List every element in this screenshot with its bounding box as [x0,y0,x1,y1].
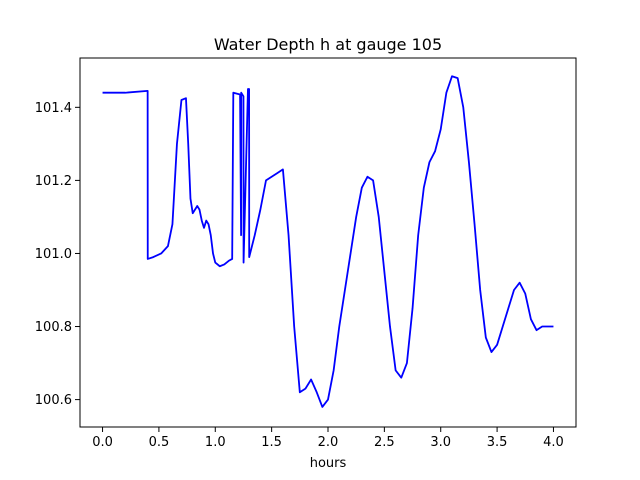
chart-title: Water Depth h at gauge 105 [214,35,442,54]
y-tick-label: 101.4 [35,101,72,116]
x-tick-label: 0.5 [149,435,170,450]
y-tick-label: 100.8 [35,320,72,335]
x-tick-label: 2.5 [374,435,395,450]
axes-frame [79,57,577,428]
y-tick-label: 100.6 [35,393,72,408]
x-tick-label: 3.5 [487,435,508,450]
x-tick-label: 0.0 [92,435,113,450]
x-tick-label: 1.0 [205,435,226,450]
y-axis: 100.6 100.8 101.0 101.2 101.4 [35,101,80,408]
series-line-water-depth [102,75,554,408]
y-tick-label: 101.2 [35,174,72,189]
x-tick-label: 3.0 [430,435,451,450]
x-tick-label: 4.0 [543,435,564,450]
x-tick-label: 2.0 [318,435,339,450]
x-axis-label: hours [310,456,347,471]
x-axis: 0.0 0.5 1.0 1.5 2.0 2.5 3.0 3.5 4.0 [92,427,564,450]
y-tick-label: 101.0 [35,247,72,262]
x-tick-label: 1.5 [261,435,282,450]
